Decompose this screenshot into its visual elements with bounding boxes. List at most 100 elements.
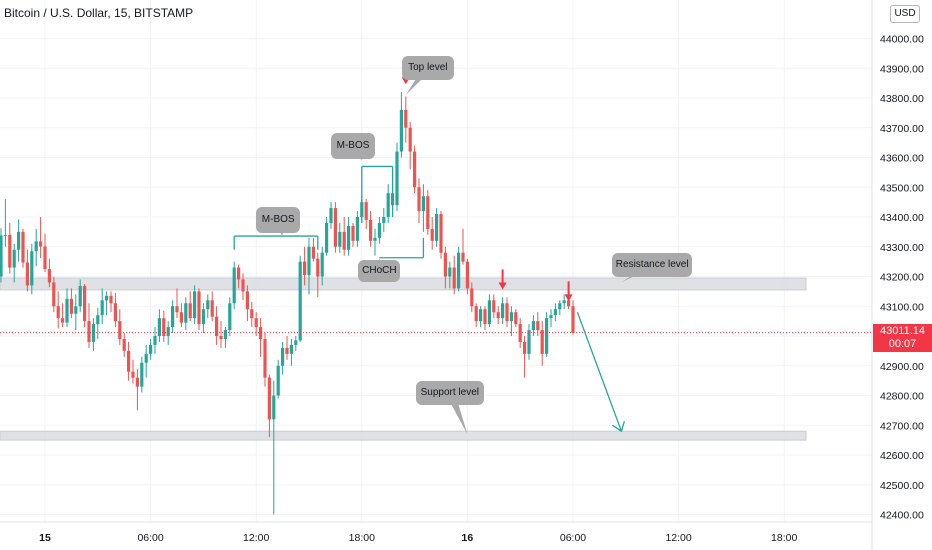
y-tick-label: 43900.00 (880, 63, 924, 75)
candle-body (496, 312, 500, 319)
candle-body (483, 309, 487, 325)
last-price-tag: 43011.14 00:07 (873, 324, 932, 352)
candle-body (259, 327, 263, 339)
candle-body (320, 252, 324, 277)
y-tick-label: 43200.00 (880, 272, 924, 284)
candle-body (545, 318, 549, 354)
candle-body (562, 300, 566, 304)
callout-text: Top level (408, 62, 448, 74)
candle-body (228, 303, 232, 331)
callout-tail (444, 392, 468, 435)
candle-body (105, 295, 109, 301)
candle-body (12, 249, 16, 268)
candle-body (78, 286, 82, 307)
candle-body (509, 312, 513, 322)
y-tick-label: 43700.00 (880, 123, 924, 135)
price-zone-1 (0, 430, 807, 441)
down-arrow-icon-head (564, 294, 573, 302)
candle-body (223, 330, 227, 339)
last-price-value: 43011.14 (879, 325, 926, 337)
candle-body (492, 300, 496, 313)
candle-body (17, 231, 21, 250)
candle-body (272, 395, 276, 420)
candle-body (157, 318, 161, 336)
y-tick-label: 42900.00 (880, 361, 924, 373)
candle-body (21, 231, 25, 263)
candle-body (144, 353, 148, 363)
projection-arrow (576, 311, 623, 432)
candle-body (518, 324, 522, 342)
projection-arrow-head (612, 421, 626, 433)
currency-badge[interactable]: USD (890, 5, 920, 23)
candle-body (558, 303, 562, 310)
candle-body (461, 252, 465, 262)
callout-text: M-BOS (336, 139, 370, 151)
candle-body (316, 258, 320, 277)
callout-bubble: CHoCH (358, 259, 401, 282)
candle-body (435, 214, 439, 241)
candle-body (514, 312, 518, 325)
x-tick-label: 12:00 (243, 532, 269, 544)
price-zone-0 (0, 277, 807, 291)
bar-countdown: 00:07 (888, 338, 917, 350)
candle-body (254, 318, 258, 328)
candle-body (395, 151, 399, 206)
candle-body (567, 300, 571, 307)
candle-body (342, 231, 346, 250)
candle-body (549, 315, 553, 319)
candle-body (83, 286, 87, 322)
x-tick-label: 16 (462, 532, 474, 544)
candle-body (210, 300, 214, 317)
chart-title: Bitcoin / U.S. Dollar, 15, BITSTAMP (4, 6, 194, 20)
candle-body (303, 261, 307, 276)
candle-body (135, 377, 139, 387)
candle-body (413, 151, 417, 188)
candle-body (298, 261, 302, 341)
y-tick-label: 44000.00 (880, 34, 924, 46)
candle-body (329, 208, 333, 223)
candle-body (443, 252, 447, 277)
candle-body (162, 318, 166, 336)
candle-body (294, 340, 298, 345)
candle-body (0, 235, 3, 277)
candle-body (237, 267, 241, 280)
candle-body (505, 303, 509, 322)
candle-body (74, 306, 78, 314)
candle-body (56, 306, 60, 319)
y-tick-label: 43300.00 (880, 242, 924, 254)
candle-body (131, 371, 135, 378)
candle-body (281, 347, 285, 366)
candle-body (421, 196, 425, 212)
candle-body (377, 222, 381, 238)
candle-body (404, 109, 408, 128)
x-tick-label: 18:00 (349, 532, 375, 544)
candle-body (52, 282, 56, 307)
candle-body (571, 306, 575, 333)
candle-body (25, 262, 29, 286)
y-tick-label: 42600.00 (880, 450, 924, 462)
candle-body (531, 321, 535, 331)
candle-body (536, 321, 540, 331)
candle-body (311, 246, 315, 259)
candle-body (289, 344, 293, 354)
candle-body (263, 338, 267, 378)
candle-body (430, 228, 434, 241)
callout-bubble: Top level (401, 56, 454, 81)
candle-body (39, 241, 43, 247)
candle-body (30, 251, 34, 286)
candle-body (122, 338, 126, 351)
candle-body (333, 208, 337, 247)
candle-body (474, 306, 478, 322)
callout-bubble: Support level (415, 380, 484, 405)
candle-body (219, 336, 223, 339)
candle-body (417, 187, 421, 212)
candle-body (61, 318, 65, 323)
candle-body (386, 193, 390, 217)
candle-body (179, 312, 183, 323)
candle-body (171, 306, 175, 328)
callout-text: M-BOS (261, 213, 295, 225)
candle-body (325, 222, 329, 253)
candle-body (250, 309, 254, 319)
candle-body (382, 217, 386, 223)
